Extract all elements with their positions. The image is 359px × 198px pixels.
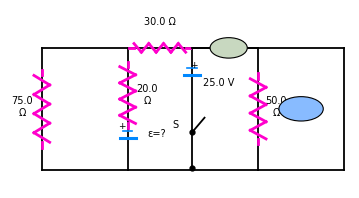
Circle shape — [210, 38, 247, 58]
Text: +: + — [118, 122, 126, 131]
Text: 20.0
Ω: 20.0 Ω — [136, 84, 158, 106]
Text: 50.0
Ω: 50.0 Ω — [265, 96, 287, 118]
Text: 75.0
Ω: 75.0 Ω — [11, 96, 33, 118]
Text: 30.0 Ω: 30.0 Ω — [144, 17, 176, 27]
Text: +: + — [190, 61, 197, 70]
Text: V: V — [297, 104, 305, 114]
Circle shape — [279, 97, 323, 121]
Text: S: S — [173, 120, 179, 129]
Text: ε=?: ε=? — [147, 129, 166, 139]
Text: A: A — [225, 43, 232, 53]
Text: 25.0 V: 25.0 V — [203, 78, 234, 88]
